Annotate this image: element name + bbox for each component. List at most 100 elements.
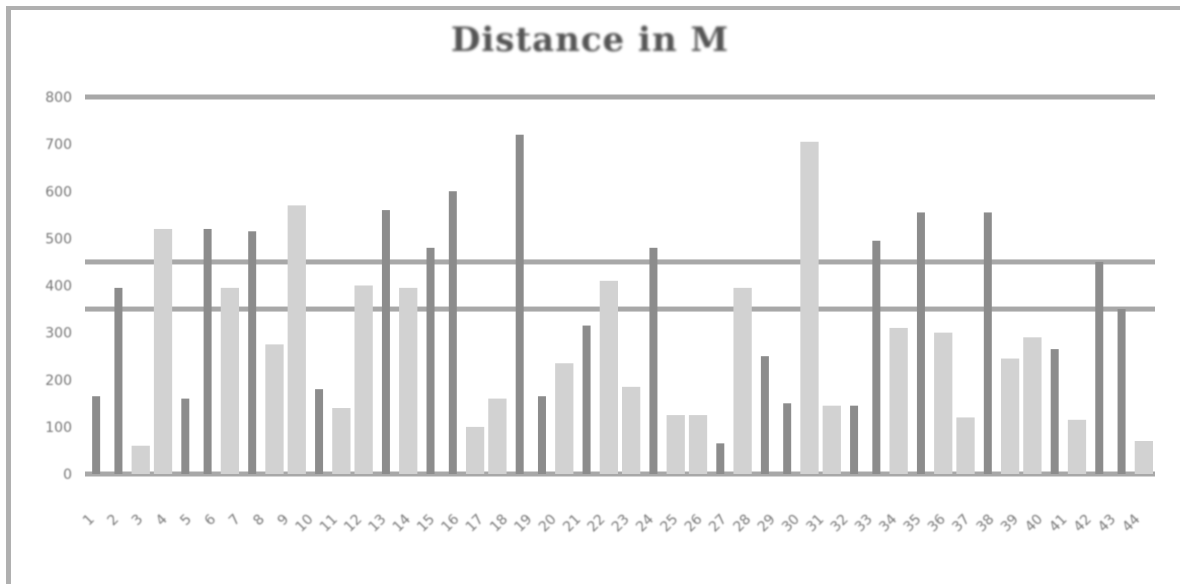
x-tick-label: 24 [633,511,657,535]
x-tick-label: 42 [1071,512,1095,536]
y-tick-label: 400 [45,279,72,295]
x-tick-label: 17 [463,512,487,536]
bar [983,212,992,475]
x-tick-label: 23 [609,512,633,536]
x-tick-label: 41 [1047,512,1071,536]
x-tick-label: 34 [876,511,900,535]
bar [114,287,123,474]
x-tick-label: 35 [901,512,925,536]
x-tick-label: 27 [706,512,730,536]
x-tick-label: 29 [755,512,779,536]
x-tick-label: 20 [536,512,560,536]
x-tick-label: 31 [803,512,827,536]
x-tick-label: 9 [275,512,293,530]
gridline [85,306,1155,312]
y-tick-label: 300 [45,326,72,342]
x-tick-label: 43 [1095,512,1119,536]
bar [688,415,708,474]
bar [555,363,574,474]
x-tick-label: 16 [439,511,463,535]
bar [465,426,485,474]
bar [203,228,212,474]
bar [889,327,908,474]
bar [399,287,418,474]
x-tick-label: 1 [80,512,98,530]
y-tick-label: 0 [63,467,72,483]
bar [850,405,859,474]
bar [354,285,373,474]
x-tick-label: 13 [366,512,390,536]
bar [426,247,435,474]
bar [733,287,752,474]
bar [153,228,173,474]
y-tick-label: 600 [45,184,72,200]
bar [181,398,190,474]
y-tick-label: 500 [45,231,72,247]
bar [287,205,306,474]
bar [332,408,351,474]
x-tick-label: 44 [1120,511,1144,535]
bar [872,240,881,474]
bar [265,344,284,474]
x-tick-label: 22 [585,512,609,536]
x-tick-label: 2 [105,512,123,530]
bar [1050,349,1059,474]
x-tick-label: 21 [560,512,584,536]
chart-title: Distance in M [450,20,730,60]
x-tick-label: 30 [779,512,803,536]
bar [1134,441,1153,474]
x-tick-label: 19 [512,512,536,536]
bar [783,403,792,474]
x-tick-label: 18 [487,512,511,536]
x-tick-label: 38 [974,512,998,536]
x-tick-label: 26 [682,511,706,535]
x-tick-label: 5 [177,512,195,530]
y-tick-label: 200 [45,373,72,389]
bar [956,417,975,474]
x-tick-label: 37 [949,512,973,536]
y-tick-label: 100 [45,420,72,436]
x-tick-label: 28 [730,512,754,536]
bar [381,210,390,474]
bar [649,247,658,474]
bar [515,134,524,474]
x-tick-label: 7 [226,512,244,530]
bar [448,191,457,474]
x-tick-label: 25 [658,512,682,536]
bar [488,398,507,474]
bar [582,325,591,474]
bar [92,396,101,474]
bar [599,280,618,474]
bar [315,389,324,474]
bar [1067,419,1087,474]
y-tick-label: 800 [45,90,72,106]
x-tick-label: 33 [852,512,876,536]
bar [822,405,841,474]
bar [916,212,925,475]
gridline [85,259,1155,265]
bar [1000,358,1020,474]
bar [131,445,150,474]
gridline [85,471,1155,477]
x-tick-label: 32 [828,512,852,536]
bar [760,356,769,474]
x-tick-label: 12 [341,512,365,536]
bar [248,231,257,474]
bar [1095,261,1104,474]
bar [1117,309,1126,474]
x-tick-label: 39 [998,512,1022,536]
x-tick-label: 10 [293,512,317,536]
bar [1023,337,1042,474]
x-tick-label: 40 [1022,512,1046,536]
bar [716,443,725,474]
x-tick-label: 3 [129,512,147,530]
x-tick-label: 36 [925,511,949,535]
y-tick-label: 700 [45,137,72,153]
x-tick-label: 4 [153,511,171,529]
x-tick-label: 14 [390,511,414,535]
bar [934,332,953,474]
bar [666,415,685,474]
x-tick-label: 15 [414,512,438,536]
gridline [85,94,1155,100]
